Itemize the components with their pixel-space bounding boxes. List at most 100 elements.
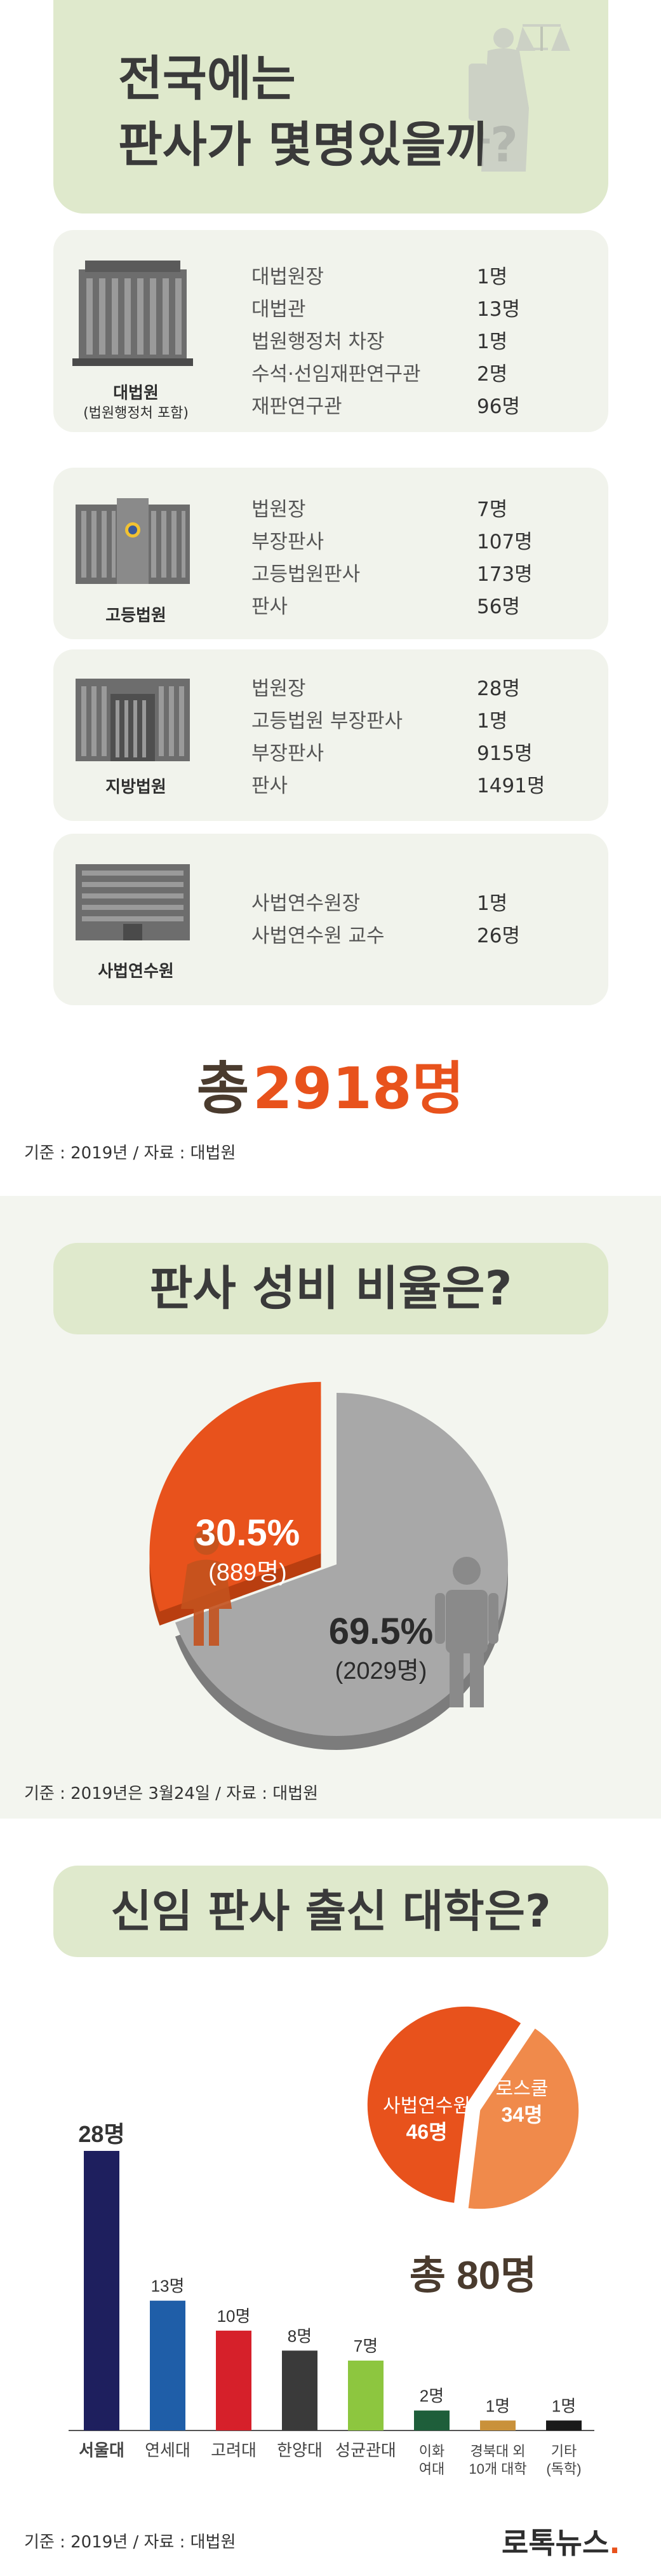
bar	[84, 2151, 119, 2430]
position-count: 7명	[477, 498, 508, 521]
position-count: 96명	[477, 395, 520, 418]
court-position-list: 법원장 28명 고등법원 부장판사 1명 부장판사 915명 판사 1491명	[251, 672, 582, 802]
route-slice-value: 46명	[406, 2120, 447, 2143]
source-note: 기준 : 2019년은 3월24일 / 자료 : 대법원	[24, 1784, 319, 1803]
position-name: 판사	[251, 595, 288, 618]
university-section: 신임 판사 출신 대학은? 28명 서울대 13명 연세대 10명 고려대 8명 한양대 7명 성…	[0, 1819, 661, 2576]
route-slice-label: 사법연수원	[383, 2096, 471, 2117]
section1-title-line2: 판사가 몇명있을까?	[118, 116, 518, 173]
total-value: 2918명	[253, 1055, 465, 1122]
gender-ratio-section: 판사 성비 비율은? 30.5% (889명) 69.5% (2029명) 기준…	[0, 1196, 661, 1819]
bar	[348, 2361, 384, 2430]
high-court-building-icon	[76, 498, 190, 584]
court-name: 사법연수원	[98, 962, 174, 981]
bar-value-label: 10명	[217, 2307, 251, 2326]
position-row: 사법연수원장 1명	[251, 887, 582, 919]
position-row: 대법원장 1명	[251, 261, 582, 293]
bar	[546, 2420, 582, 2430]
route-slice-value: 34명	[501, 2103, 542, 2126]
position-name: 법원행정처 차장	[251, 330, 385, 353]
position-row: 부장판사 915명	[251, 737, 582, 769]
position-name: 대법관	[251, 298, 306, 321]
bar-category-label: 여대	[419, 2461, 444, 2477]
position-row: 법원장 7명	[251, 493, 582, 525]
position-name: 부장판사	[251, 531, 324, 553]
route-pie-group: 사법연수원 46명 로스쿨 34명	[367, 2006, 579, 2209]
bar-category-label: 경북대 외	[470, 2443, 525, 2459]
position-row: 고등법원판사 173명	[251, 558, 582, 590]
position-name: 법원장	[251, 677, 306, 700]
bar	[414, 2410, 450, 2430]
position-name: 법원장	[251, 498, 306, 521]
position-row: 법원장 28명	[251, 672, 582, 705]
court-position-list: 법원장 7명 부장판사 107명 고등법원판사 173명 판사 56명	[251, 493, 582, 623]
supreme-court-card: 대법원 (법원행정처 포함) 대법원장 1명 대법관 13명 법원행정처 차장 1명 …	[53, 230, 608, 432]
bar-category-label: 10개 대학	[469, 2461, 526, 2477]
district-court-building-icon	[76, 679, 190, 761]
section2-title: 판사 성비 비율은?	[149, 1261, 512, 1316]
male-percent-label: 69.5%	[329, 1611, 433, 1652]
route-pie-slice	[367, 2006, 521, 2203]
position-row: 대법관 13명	[251, 293, 582, 325]
section2-title-box: 판사 성비 비율은?	[53, 1243, 608, 1334]
bar-value-label: 28명	[78, 2121, 124, 2147]
position-name: 고등법원 부장판사	[251, 710, 403, 733]
bar	[282, 2350, 317, 2430]
supreme-court-building-icon	[72, 261, 193, 366]
route-slice-label: 로스쿨	[496, 2078, 549, 2099]
bar-value-label: 8명	[288, 2326, 312, 2345]
position-row: 판사 1491명	[251, 769, 582, 802]
section1-title-box: 전국에는 판사가 몇명있을까?	[53, 0, 608, 214]
bar-category-label: 연세대	[145, 2441, 190, 2460]
bar	[216, 2330, 251, 2430]
position-row: 수석·선임재판연구관 2명	[251, 358, 582, 390]
bar-value-label: 2명	[420, 2387, 444, 2406]
position-row: 법원행정처 차장 1명	[251, 325, 582, 358]
bar-category-label: 고려대	[211, 2441, 257, 2460]
bar-value-label: 1명	[486, 2396, 510, 2415]
position-name: 수석·선임재판연구관	[251, 363, 421, 386]
position-count: 28명	[477, 677, 520, 700]
position-count: 173명	[477, 563, 533, 586]
female-percent-label: 30.5%	[196, 1512, 300, 1554]
bar	[480, 2420, 516, 2430]
position-row: 사법연수원 교수 26명	[251, 919, 582, 952]
position-count: 107명	[477, 531, 533, 553]
court-name: 고등법원	[105, 606, 166, 625]
route-pie-slice	[468, 2028, 579, 2209]
bar-category-label: (독학)	[546, 2461, 581, 2477]
position-count: 915명	[477, 742, 533, 765]
logo-text: 로톡뉴스	[502, 2526, 610, 2560]
pie-slice	[149, 1381, 321, 1612]
brand-logo: 로톡뉴스.	[502, 2520, 620, 2562]
position-count: 13명	[477, 298, 520, 321]
court-subname: (법원행정처 포함)	[83, 405, 189, 421]
female-count-label: (889명)	[208, 1559, 287, 1586]
position-row: 재판연구관 96명	[251, 390, 582, 423]
position-row: 고등법원 부장판사 1명	[251, 705, 582, 737]
position-name: 사법연수원장	[251, 892, 361, 915]
position-count: 1491명	[477, 775, 545, 797]
bar-category-label: 한양대	[277, 2441, 323, 2460]
total-judges: 총 2918명	[0, 1042, 661, 1125]
gender-pie-chart: 30.5% (889명) 69.5% (2029명)	[149, 1381, 509, 1750]
section1-title-line1: 전국에는	[118, 50, 296, 107]
position-row: 부장판사 107명	[251, 525, 582, 558]
female-figure-icon	[181, 1529, 232, 1646]
male-count-label: (2029명)	[335, 1658, 427, 1685]
justice-statue-icon	[469, 24, 570, 172]
position-count: 1명	[477, 710, 508, 733]
logo-dot: .	[609, 2526, 620, 2560]
section3-title: 신임 판사 출신 대학은?	[110, 1885, 551, 1937]
position-row: 판사 56명	[251, 590, 582, 623]
bar-category-label: 서울대	[79, 2441, 124, 2460]
position-name: 대법원장	[251, 266, 324, 288]
position-count: 1명	[477, 266, 508, 288]
route-total-label: 총 80명	[410, 2254, 537, 2298]
judicial-training-institute-card: 사법연수원 사법연수원장 1명 사법연수원 교수 26명	[53, 834, 608, 1005]
court-name: 지방법원	[105, 778, 166, 797]
bar-value-label: 13명	[151, 2277, 185, 2296]
position-count: 1명	[477, 330, 508, 353]
